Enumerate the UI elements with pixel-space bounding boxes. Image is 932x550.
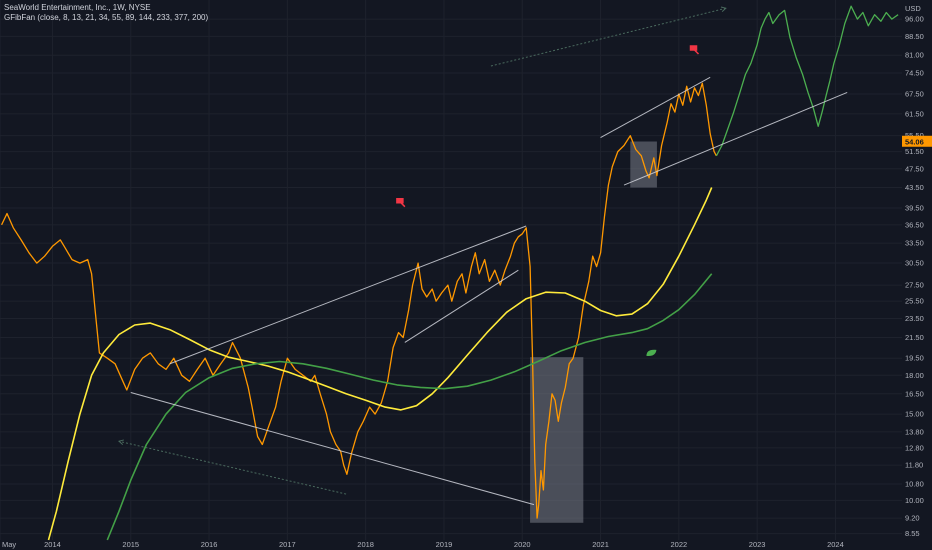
series-line-3 xyxy=(106,273,713,541)
y-tick-label: 39.50 xyxy=(905,204,924,213)
y-tick-label: 27.50 xyxy=(905,281,924,290)
trendline xyxy=(130,392,535,506)
indicator-title[interactable]: GFibFan (close, 8, 13, 21, 34, 55, 89, 1… xyxy=(4,13,209,22)
bear-signal-icon xyxy=(396,197,406,208)
grid-lines xyxy=(0,0,902,540)
x-tick-label: 2018 xyxy=(357,540,374,549)
y-tick-label: 67.50 xyxy=(905,90,924,99)
projection-arrow xyxy=(490,7,726,67)
last-price-value: 54.06 xyxy=(905,137,924,146)
trendline xyxy=(169,225,527,365)
y-tick-label: 11.80 xyxy=(905,461,923,470)
x-tick-label: 2024 xyxy=(827,540,844,549)
y-tick-label: 88.50 xyxy=(905,32,924,41)
last-price-tag: 54.06 xyxy=(902,135,932,147)
y-tick-label: 12.80 xyxy=(905,443,924,452)
time-axis[interactable]: May 2014 2015 2016 2017 2018 2019 2020 2021 2022 2… xyxy=(2,540,844,549)
x-tick-label: 2016 xyxy=(201,540,218,549)
x-tick-label: 2017 xyxy=(279,540,296,549)
y-tick-label: 18.00 xyxy=(905,371,924,380)
y-tick-label: 51.50 xyxy=(905,147,924,156)
y-tick-label: 25.50 xyxy=(905,297,924,306)
y-tick-label: 36.50 xyxy=(905,220,924,229)
x-tick-label: 2022 xyxy=(671,540,688,549)
plot-series xyxy=(1,5,899,541)
projection-arrowhead xyxy=(117,439,124,445)
y-tick-label: 74.50 xyxy=(905,69,924,78)
x-tick-label: 2014 xyxy=(44,540,61,549)
projection-arrowhead xyxy=(720,6,727,13)
y-tick-label: 15.00 xyxy=(905,410,924,419)
last-price-badge xyxy=(902,135,932,147)
trendline xyxy=(600,76,711,139)
x-tick-label: 2023 xyxy=(749,540,766,549)
series-line-1 xyxy=(715,5,899,157)
trendlines[interactable] xyxy=(130,76,848,506)
y-tick-label: 30.50 xyxy=(905,259,924,268)
y-tick-label: 47.50 xyxy=(905,164,924,173)
bear-signal-icon xyxy=(689,45,700,55)
highlight-box xyxy=(530,357,584,523)
signal-markers xyxy=(396,45,700,356)
y-tick-label: 43.50 xyxy=(905,183,924,192)
y-tick-label: 13.80 xyxy=(905,427,924,436)
symbol-title[interactable]: SeaWorld Entertainment, Inc., 1W, NYSE xyxy=(4,3,151,12)
price-axis[interactable]: USD 96.0088.5081.0074.5067.5061.5055.505… xyxy=(905,4,924,538)
y-tick-label: 96.00 xyxy=(905,15,924,24)
currency-label: USD xyxy=(905,4,921,13)
y-tick-label: 10.80 xyxy=(905,479,924,488)
bull-signal-icon xyxy=(646,349,657,356)
y-tick-label: 8.55 xyxy=(905,529,920,538)
y-tick-label: 9.20 xyxy=(905,514,920,523)
projection-arrow xyxy=(118,440,347,495)
y-tick-label: 10.00 xyxy=(905,496,924,505)
trendline xyxy=(404,269,519,343)
y-tick-label: 16.50 xyxy=(905,389,924,398)
y-tick-label: 33.50 xyxy=(905,239,924,248)
series-line-2 xyxy=(47,187,713,541)
x-tick-label: May xyxy=(2,540,16,549)
x-tick-label: 2021 xyxy=(592,540,609,549)
x-tick-label: 2019 xyxy=(436,540,453,549)
x-tick-label: 2020 xyxy=(514,540,531,549)
y-tick-label: 19.50 xyxy=(905,354,924,363)
y-tick-label: 61.50 xyxy=(905,109,924,118)
y-tick-label: 81.00 xyxy=(905,51,924,60)
series-line-0 xyxy=(1,82,717,519)
chart-legend: SeaWorld Entertainment, Inc., 1W, NYSE G… xyxy=(4,3,208,23)
x-tick-label: 2015 xyxy=(122,540,139,549)
y-tick-label: 23.50 xyxy=(905,314,924,323)
trendline xyxy=(623,91,848,186)
y-tick-label: 21.50 xyxy=(905,333,924,342)
y-tick-label: 55.50 xyxy=(905,131,924,140)
